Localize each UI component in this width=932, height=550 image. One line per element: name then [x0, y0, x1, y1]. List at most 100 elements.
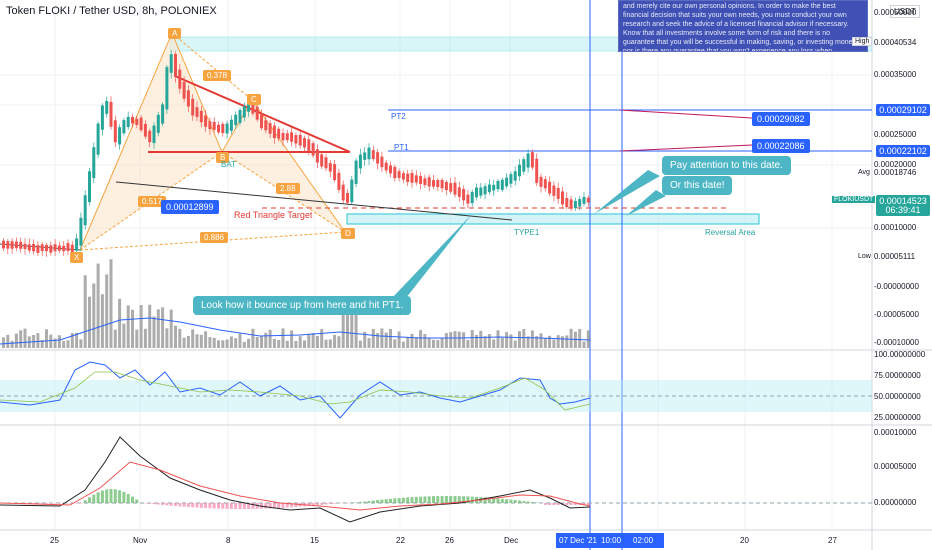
volume-bar — [582, 341, 586, 348]
macd-bar — [419, 496, 423, 503]
macd-bar — [79, 503, 83, 504]
candle-body — [406, 173, 410, 183]
volume-bar — [174, 325, 177, 348]
volume-bar — [578, 328, 582, 348]
candle-body — [66, 243, 70, 251]
macd-bar — [535, 502, 539, 503]
candle-body — [586, 197, 590, 203]
volume-bar — [363, 331, 367, 348]
volume-bar — [449, 332, 453, 348]
volume-bar — [466, 340, 470, 348]
macd-bar — [444, 496, 448, 503]
volume-tick-2: -0.00005000 — [874, 310, 919, 319]
volume-bar — [260, 336, 263, 348]
volume-bar — [152, 316, 156, 348]
macd-bar — [483, 497, 487, 503]
candle-body — [505, 177, 509, 187]
volume-bar — [109, 259, 113, 348]
candle-body — [414, 175, 418, 183]
candle-body — [573, 200, 577, 209]
reversal-area — [346, 213, 760, 225]
volume-bar — [251, 328, 255, 348]
ratio-ab: 0.378 — [203, 70, 232, 81]
avg-label: Avg — [858, 169, 870, 176]
candle-body — [40, 244, 44, 251]
point-d-label: D — [341, 228, 355, 239]
volume-bar — [14, 333, 18, 348]
volume-bar — [337, 336, 341, 348]
volume-bar — [324, 339, 328, 348]
volume-bar — [212, 337, 216, 348]
candle-body — [294, 135, 298, 144]
time-tick-8: 8 — [226, 536, 231, 545]
volume-bar — [79, 339, 83, 348]
candle-body — [561, 191, 564, 205]
macd-bar — [530, 501, 534, 503]
symbol-label: FLOKIUSDT — [832, 196, 876, 203]
macd-bar — [393, 498, 397, 503]
macd-bar — [66, 503, 70, 504]
macd-bar — [217, 503, 220, 509]
candle-body — [100, 105, 104, 130]
disclaimer-note: and merely cite our own personal opinion… — [618, 0, 868, 52]
macd-bar — [126, 494, 130, 503]
candle-body — [556, 188, 560, 199]
rsi-tick-3: 50.00000000 — [874, 392, 921, 401]
price-candles — [2, 50, 590, 257]
candle-body — [522, 159, 526, 172]
candle-body — [569, 199, 573, 209]
volume-bar — [565, 335, 569, 348]
macd-bar — [569, 503, 573, 505]
macd-bar — [432, 496, 435, 503]
candle-body — [131, 117, 134, 124]
macd-bar — [315, 503, 319, 506]
volume-bar — [62, 341, 66, 348]
currency-button[interactable]: USDT — [890, 5, 920, 18]
volume-bar — [556, 335, 560, 348]
rsi-signal — [0, 371, 591, 411]
macd-bar — [45, 503, 48, 504]
volume-bar — [328, 339, 332, 348]
candle-body — [423, 178, 427, 186]
volume-bar — [290, 330, 294, 348]
candle-body — [272, 125, 276, 138]
macd-signal — [0, 461, 591, 511]
macd-bar — [238, 503, 242, 509]
pt2-arrow — [619, 109, 753, 119]
candle-body — [113, 120, 117, 143]
time-tick-15: 15 — [310, 536, 319, 545]
volume-bar — [376, 333, 380, 348]
macd-bar — [376, 500, 380, 503]
volume-bar — [303, 340, 306, 348]
candle-body — [169, 54, 173, 73]
macd-bar — [427, 496, 431, 503]
macd-bar — [440, 496, 444, 503]
candle-body — [92, 147, 96, 179]
volume-bar — [414, 337, 418, 348]
candle-body — [470, 191, 474, 204]
macd-bar — [135, 499, 139, 503]
volume-bar — [199, 334, 203, 348]
volume-tick-3: -0.00010000 — [874, 338, 919, 347]
candle-body — [539, 176, 543, 187]
volume-bar — [277, 339, 281, 348]
candle-body — [79, 217, 83, 246]
candle-body — [27, 244, 31, 251]
macd-bar — [152, 503, 156, 505]
candle-body — [19, 241, 23, 249]
macd-bar — [169, 503, 173, 506]
candle-body — [496, 180, 500, 190]
candle-body — [268, 123, 272, 134]
macd-bar — [384, 499, 388, 503]
candle-body — [337, 172, 341, 190]
candle-body — [143, 123, 147, 137]
candle-body — [281, 132, 285, 141]
candle-body — [457, 187, 461, 197]
volume-bar — [268, 329, 272, 348]
candle-body — [264, 120, 268, 131]
candle-body — [174, 53, 177, 77]
volume-bar — [204, 331, 208, 348]
macd-bar — [195, 503, 199, 508]
candle-body — [475, 187, 478, 198]
